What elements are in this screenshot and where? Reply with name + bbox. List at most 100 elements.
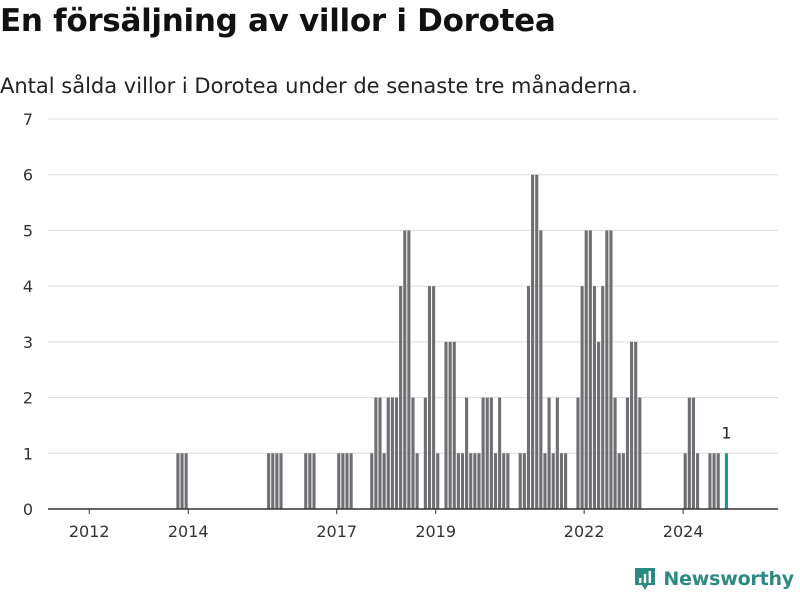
- bar: [592, 286, 597, 509]
- bar: [304, 453, 308, 509]
- bar: [399, 286, 403, 509]
- bar: [498, 397, 502, 509]
- bar: [481, 397, 485, 509]
- y-tick-label: 7: [23, 110, 33, 129]
- bar: [584, 230, 588, 509]
- bar: [448, 341, 452, 509]
- bar: [386, 397, 390, 509]
- bar: [477, 453, 481, 509]
- bar: [394, 397, 399, 509]
- x-tick-label: 2017: [316, 522, 357, 541]
- y-tick-label: 0: [23, 500, 33, 519]
- bar: [312, 453, 316, 509]
- brand-name: Newsworthy: [663, 568, 794, 590]
- bar: [370, 453, 374, 509]
- bar: [551, 453, 555, 509]
- bar: [502, 453, 506, 509]
- bar: [683, 453, 687, 509]
- bar: [184, 453, 188, 509]
- bar: [539, 230, 543, 509]
- bar: [279, 453, 283, 509]
- bar: [601, 286, 605, 509]
- bar: [708, 453, 712, 509]
- chart-title: En försäljning av villor i Dorotea: [0, 3, 556, 39]
- bar: [518, 453, 522, 509]
- bar: [382, 453, 386, 509]
- bar: [485, 397, 489, 509]
- bar: [691, 397, 696, 509]
- bar: [716, 453, 720, 509]
- bar: [271, 453, 275, 509]
- y-tick-label: 3: [23, 333, 33, 352]
- bar: [374, 397, 378, 509]
- bar: [543, 453, 547, 509]
- y-tick-label: 5: [23, 221, 33, 240]
- bar: [555, 397, 559, 509]
- bar: [506, 453, 510, 509]
- bar: [621, 453, 625, 509]
- y-tick-label: 2: [23, 389, 33, 408]
- bar: [580, 286, 584, 509]
- chart-subtitle: Antal sålda villor i Dorotea under de se…: [0, 74, 638, 98]
- bar: [341, 453, 345, 509]
- bar: [308, 453, 312, 509]
- bar: [696, 453, 700, 509]
- bar: [609, 230, 613, 509]
- x-tick-label: 2012: [69, 522, 110, 541]
- bar: [531, 174, 535, 509]
- bar: [605, 230, 609, 509]
- bar: [576, 397, 580, 509]
- bar: [378, 397, 382, 509]
- y-tick-label: 1: [23, 444, 33, 463]
- bar: [411, 397, 415, 509]
- bar: [423, 397, 427, 509]
- bar: [613, 397, 617, 509]
- x-tick-label: 2022: [564, 522, 605, 541]
- bar: [473, 453, 477, 509]
- bar: [456, 453, 460, 509]
- bar: [345, 453, 349, 509]
- bar: [588, 230, 592, 509]
- bar: [712, 453, 716, 509]
- bar: [403, 230, 407, 509]
- x-tick-label: 2019: [415, 522, 456, 541]
- newsworthy-chart-logo-icon: [635, 568, 656, 590]
- bar: [432, 286, 436, 509]
- bar: [489, 397, 493, 509]
- bar: [522, 453, 526, 509]
- bar: [597, 341, 601, 509]
- bar: [407, 230, 411, 509]
- y-tick-label: 4: [23, 277, 33, 296]
- bar: [427, 286, 432, 509]
- bar: [460, 453, 465, 509]
- bar: [415, 453, 419, 509]
- bar: [526, 286, 531, 509]
- bar: [452, 341, 456, 509]
- x-tick-label: 2014: [168, 522, 209, 541]
- bar: [176, 453, 180, 509]
- bar: [469, 453, 473, 509]
- bar: [337, 453, 341, 509]
- newsworthy-brand[interactable]: Newsworthy: [633, 566, 794, 592]
- bar: [349, 453, 353, 509]
- bar: [625, 397, 630, 509]
- bar: [630, 341, 634, 509]
- bar: [634, 341, 638, 509]
- bar: [493, 453, 498, 509]
- bar: [444, 341, 448, 509]
- bar: [564, 453, 568, 509]
- bar: [687, 397, 691, 509]
- bar-value-label: 1: [721, 423, 731, 442]
- bar: [547, 397, 551, 509]
- bar: [465, 397, 469, 509]
- bar: [535, 174, 539, 509]
- bar: [180, 453, 184, 509]
- bar: [638, 397, 642, 509]
- bar: [617, 453, 621, 509]
- y-tick-label: 6: [23, 166, 33, 185]
- bar: [436, 453, 440, 509]
- bar: [559, 453, 564, 509]
- bar: [267, 453, 271, 509]
- bar: [390, 397, 394, 509]
